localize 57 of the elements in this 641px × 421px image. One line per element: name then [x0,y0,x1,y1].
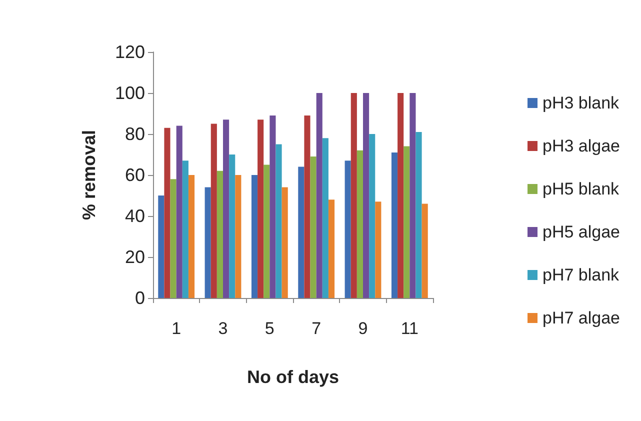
bar [276,144,282,298]
bar [258,120,264,298]
bar [229,154,236,298]
x-tick-label: 3 [218,319,228,338]
bar [344,160,351,298]
bar [398,93,404,298]
bar [328,200,335,298]
x-tick-label: 7 [312,319,322,338]
y-tick-label: 100 [114,83,145,103]
bar [298,166,304,298]
bar [264,164,270,298]
legend-label: pH5 blank [542,180,620,198]
legend-label: pH7 algae [542,308,620,328]
bar [422,204,428,298]
y-tick-label: 40 [124,206,145,226]
bar [316,93,322,298]
bar [164,128,170,298]
legend-label: pH7 blank [542,266,620,284]
bar [350,93,357,298]
bar [310,156,316,298]
bar [270,116,276,298]
bar [235,175,242,298]
bar [176,126,182,298]
x-axis-title: No of days [246,367,340,387]
bar [356,150,363,298]
legend-label: pH5 algae [542,222,620,242]
bar [282,187,288,298]
y-tick-label: 20 [124,247,145,267]
bar [363,93,370,298]
bar [251,175,258,298]
bar [416,132,422,298]
y-tick-label: 120 [114,42,145,62]
bar [369,134,376,298]
legend-label: pH3 blank [542,94,620,112]
x-tick-label: 5 [264,319,274,338]
bar [210,124,217,298]
bar [304,116,310,298]
bar [182,160,188,298]
x-tick-label: 1 [172,319,182,338]
bar [404,146,410,298]
bar [391,152,398,298]
bar [375,202,382,298]
y-tick-label: 0 [134,288,145,308]
bar [204,187,211,298]
bar [170,179,176,298]
bar [322,138,328,298]
bar [216,170,223,298]
y-tick-label: 60 [124,165,145,185]
bar [158,196,164,298]
x-tick-label: 11 [400,319,418,338]
y-tick-label: 80 [124,124,145,144]
x-tick-label: 9 [358,319,368,338]
bar [223,120,230,298]
legend-label: pH3 algae [542,136,620,156]
bar [410,93,416,298]
bar [188,175,195,298]
y-axis-title: % removal [79,130,99,220]
